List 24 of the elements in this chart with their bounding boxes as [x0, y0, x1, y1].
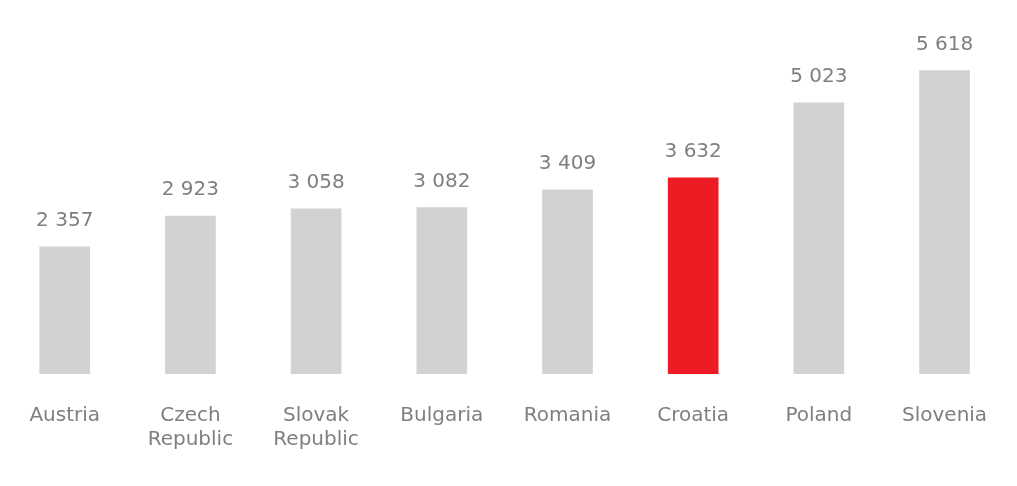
data-label: 3 082 [413, 167, 471, 192]
bar [542, 189, 593, 374]
data-label: 3 058 [287, 169, 345, 194]
bar [919, 70, 970, 374]
data-label: 2 923 [161, 176, 220, 201]
data-label: 5 618 [915, 30, 974, 55]
x-tick-label: Croatia [657, 402, 730, 427]
bar [290, 208, 342, 374]
bar [39, 246, 91, 374]
x-tick-label: Austria [29, 402, 101, 427]
data-label: 2 357 [36, 206, 94, 231]
x-tick-label: Romania [523, 402, 612, 427]
x-tick-label: Bulgaria [400, 402, 484, 427]
data-label: 3 409 [538, 150, 597, 175]
bar [416, 207, 468, 374]
x-tick-label: Slovenia [902, 402, 988, 427]
x-tick-label: Czech Republic [147, 402, 234, 451]
data-label: 3 632 [664, 138, 722, 163]
x-tick-label: Poland [785, 402, 853, 427]
data-label: 5 023 [790, 62, 848, 87]
bar [165, 215, 216, 374]
bar [667, 177, 719, 374]
bar [793, 102, 845, 374]
x-tick-label: Slovak Republic [273, 402, 359, 451]
